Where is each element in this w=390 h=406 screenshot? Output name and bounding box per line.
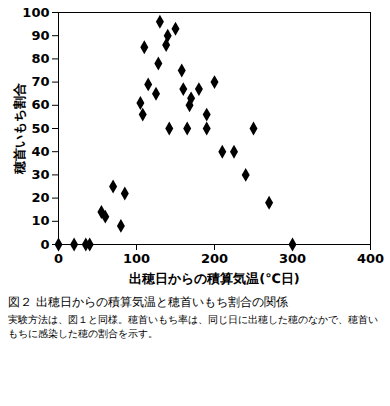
svg-text:30: 30 <box>31 167 49 182</box>
svg-text:90: 90 <box>31 28 49 43</box>
svg-text:400: 400 <box>357 251 384 266</box>
svg-text:40: 40 <box>31 144 49 159</box>
svg-text:100: 100 <box>123 251 150 266</box>
svg-text:80: 80 <box>31 51 49 66</box>
svg-text:60: 60 <box>31 97 49 112</box>
svg-text:20: 20 <box>31 190 49 205</box>
svg-text:70: 70 <box>31 74 49 89</box>
svg-text:300: 300 <box>279 251 306 266</box>
svg-text:出穂日からの積算気温(℃日): 出穂日からの積算気温(℃日) <box>129 271 300 286</box>
svg-text:100: 100 <box>22 5 49 20</box>
svg-text:0: 0 <box>40 237 49 252</box>
svg-text:0: 0 <box>54 251 63 266</box>
html-text:図２ 出穂日からの積算気温と穂首いもち割合の関係: 図２ 出穂日からの積算気温と穂首いもち割合の関係 <box>8 295 288 309</box>
svg-text:200: 200 <box>201 251 228 266</box>
html-text:実験方法は、図１と同様。穂首いもち率は、同じ日に出穂した穂の: 実験方法は、図１と同様。穂首いもち率は、同じ日に出穂した穂のなかで、穂首いもちに… <box>8 314 378 339</box>
svg-text:10: 10 <box>31 213 49 228</box>
svg-text:50: 50 <box>31 121 49 136</box>
svg-text:穂首いもち割合: 穂首いもち割合 <box>12 83 27 175</box>
